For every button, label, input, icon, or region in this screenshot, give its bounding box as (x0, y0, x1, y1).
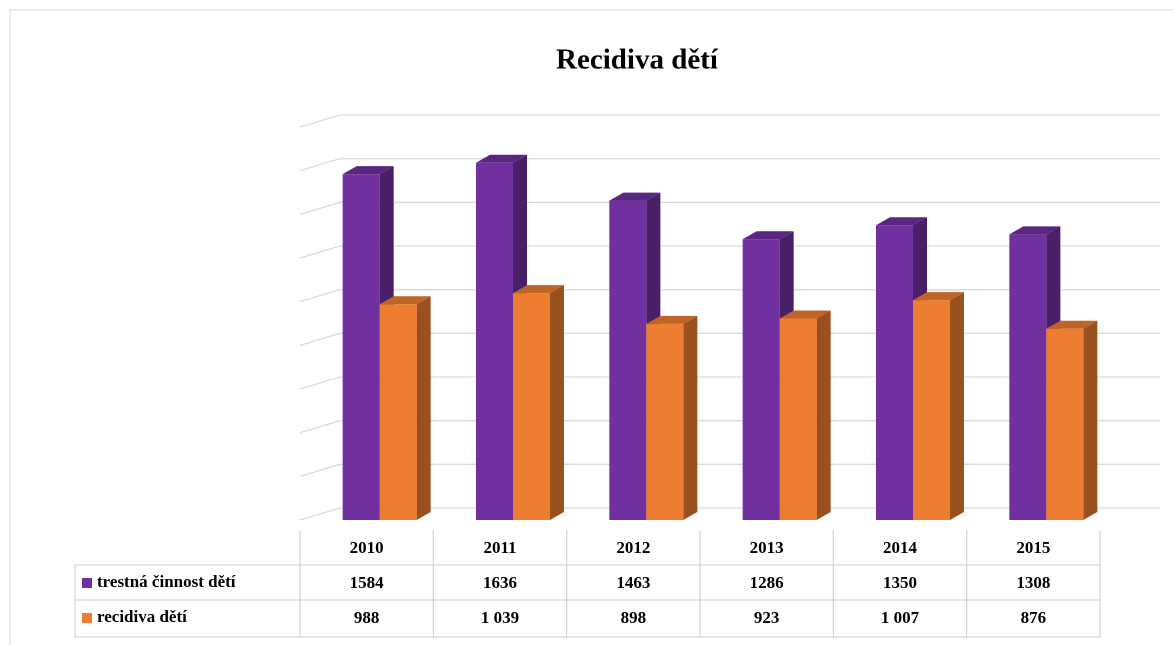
chart-border (9, 9, 1173, 645)
bar-side (950, 292, 964, 520)
bar-top (1009, 226, 1061, 235)
bar-side (1083, 320, 1098, 520)
bar (742, 239, 780, 520)
data-label: 1286 (750, 573, 784, 592)
bar-top (742, 231, 794, 240)
x-tick-label: 2015 (1016, 538, 1050, 557)
bar-top (876, 217, 927, 226)
chart-title: Recidiva dětí (556, 44, 719, 76)
bar-top (342, 166, 394, 175)
x-tick-label: 2011 (483, 538, 516, 557)
data-label: 1584 (350, 573, 385, 592)
bar-top (379, 296, 431, 305)
bar (476, 162, 513, 520)
x-tick-label: 2014 (883, 538, 918, 557)
grid-line (299, 158, 1160, 172)
bar (342, 174, 380, 520)
bar-top (609, 192, 661, 201)
x-tick-label: 2010 (350, 538, 384, 557)
bar (1009, 234, 1047, 521)
bar-top (913, 292, 964, 301)
grid-line (299, 114, 1160, 128)
bar (779, 318, 817, 520)
bar (1046, 328, 1084, 520)
data-label: 876 (1021, 608, 1047, 627)
bar (913, 300, 950, 520)
data-label: 898 (621, 608, 647, 627)
legend-label: recidiva dětí (97, 607, 187, 626)
bar-top (779, 310, 831, 319)
bar (609, 200, 647, 520)
x-tick-label: 2012 (616, 538, 650, 557)
legend-label: trestná činnost dětí (97, 572, 236, 591)
legend-key (82, 578, 92, 588)
bar-top (1046, 320, 1098, 329)
bar-side (816, 310, 831, 520)
legend-key (82, 613, 92, 623)
bar-top (646, 315, 698, 324)
data-label: 1 007 (881, 608, 920, 627)
bar (379, 304, 417, 520)
bar-top (476, 154, 527, 163)
bar-top (513, 285, 564, 294)
data-label: 1463 (616, 573, 650, 592)
bar-side (416, 296, 431, 520)
data-label: 988 (354, 608, 380, 627)
data-label: 1350 (883, 573, 917, 592)
bar (876, 225, 913, 520)
data-label: 1636 (483, 573, 517, 592)
grid-line (299, 201, 1160, 215)
bar-side (550, 285, 564, 520)
bar-side (683, 315, 698, 520)
data-label: 923 (754, 608, 780, 627)
data-label: 1308 (1016, 573, 1050, 592)
data-label: 1 039 (481, 608, 519, 627)
x-tick-label: 2013 (750, 538, 784, 557)
bar (646, 323, 684, 520)
bar (513, 293, 550, 520)
